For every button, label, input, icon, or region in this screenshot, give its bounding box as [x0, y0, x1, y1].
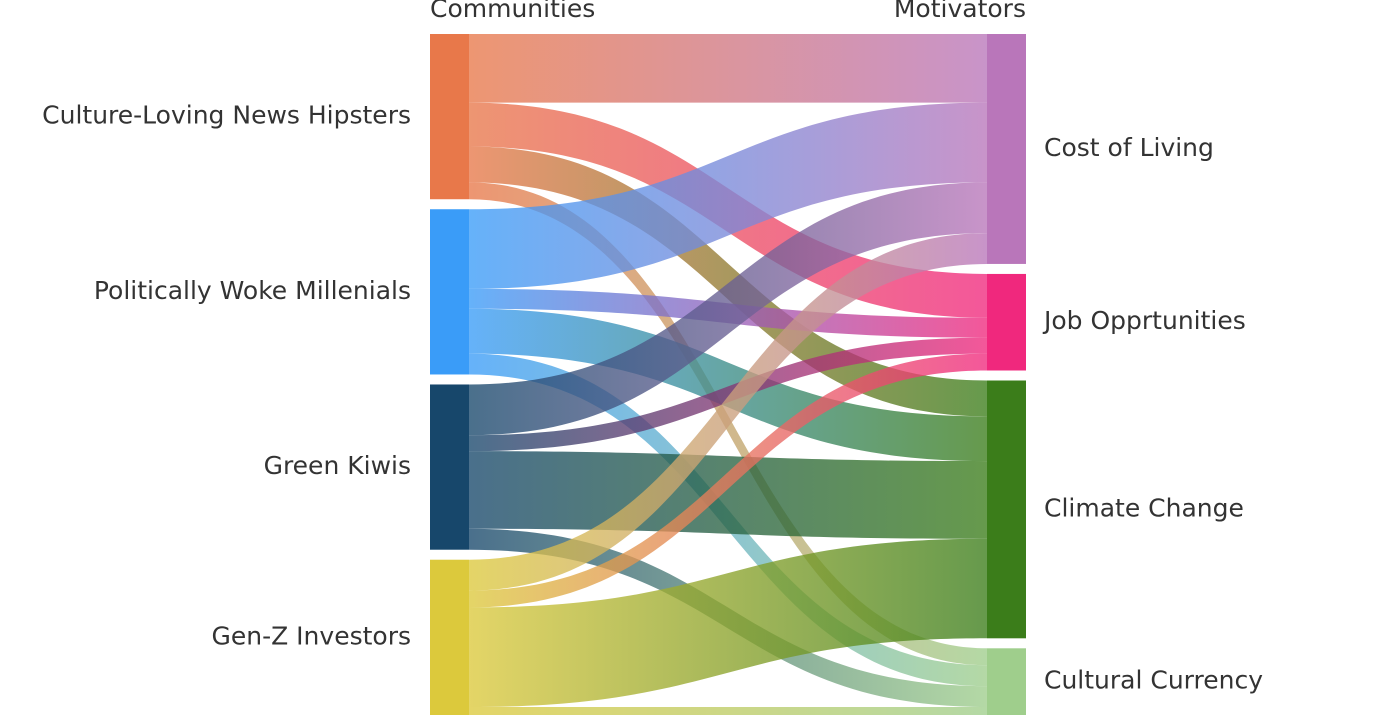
target-node [987, 648, 1026, 715]
source-node [430, 559, 469, 715]
flow-link [469, 538, 987, 708]
flow-link [469, 337, 987, 452]
flow-link [469, 182, 987, 436]
source-label: Culture-Loving News Hipsters [42, 101, 411, 130]
flow-link [469, 102, 987, 289]
flow-link [469, 308, 987, 462]
source-node [430, 384, 469, 550]
flow-link [469, 707, 987, 715]
target-node [987, 273, 1026, 371]
target-label: Cost of Living [1044, 133, 1214, 162]
source-node [430, 209, 469, 375]
flow-link [469, 233, 987, 591]
target-title: Motivators [894, 0, 1026, 23]
target-node [987, 34, 1026, 264]
target-label: Job Opprtunities [1042, 306, 1246, 335]
source-title: Communities [430, 0, 595, 23]
target-label: Cultural Currency [1044, 666, 1263, 695]
flow-link [469, 451, 987, 539]
flow-link [469, 146, 987, 417]
source-label: Gen-Z Investors [211, 621, 411, 650]
source-label: Green Kiwis [264, 451, 411, 480]
source-label: Politically Woke Millenials [94, 276, 411, 305]
target-label: Climate Change [1044, 493, 1244, 522]
target-node [987, 380, 1026, 639]
source-node [430, 34, 469, 200]
flow-link [469, 353, 987, 608]
flow-link [469, 34, 987, 103]
